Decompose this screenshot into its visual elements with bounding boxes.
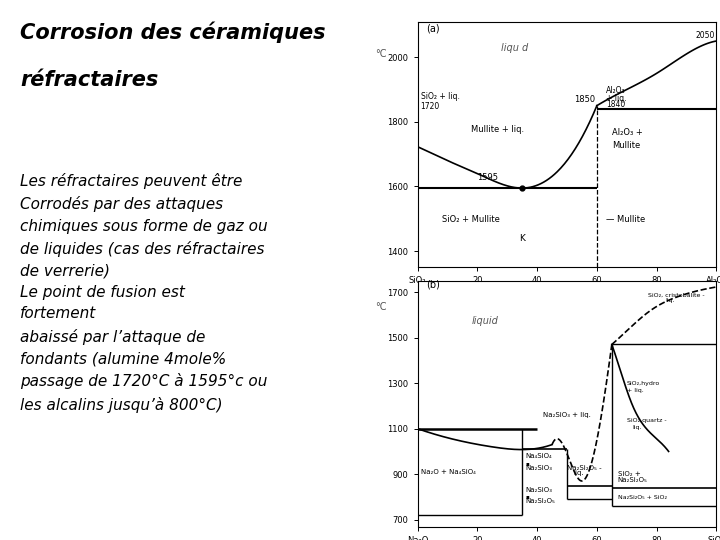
Text: 2050: 2050 bbox=[696, 31, 715, 40]
Text: réfractaires: réfractaires bbox=[20, 70, 158, 90]
Text: + liq.: + liq. bbox=[606, 94, 626, 103]
Text: 1595: 1595 bbox=[477, 173, 498, 182]
Text: 1850: 1850 bbox=[575, 96, 595, 104]
Text: — Mullite: — Mullite bbox=[606, 215, 645, 224]
Text: Al₂O₃: Al₂O₃ bbox=[606, 86, 626, 94]
Text: Na₂SiO₃: Na₂SiO₃ bbox=[525, 488, 552, 494]
Text: Na₂Si₂O₅ + SiO₂: Na₂Si₂O₅ + SiO₂ bbox=[618, 495, 667, 500]
Text: SiO₂, cristobalite -: SiO₂, cristobalite - bbox=[648, 293, 704, 298]
Text: Na₂Si₂O₅: Na₂Si₂O₅ bbox=[618, 477, 648, 483]
Text: Corrosion des céramiques: Corrosion des céramiques bbox=[20, 22, 325, 43]
Text: liqu d: liqu d bbox=[501, 43, 528, 53]
Text: Na₂Si₂O₅: Na₂Si₂O₅ bbox=[525, 498, 555, 504]
Text: 1840: 1840 bbox=[606, 100, 625, 109]
Text: °C: °C bbox=[375, 49, 387, 59]
Text: SiO₂ + Mullite: SiO₂ + Mullite bbox=[441, 215, 500, 224]
Text: ▪: ▪ bbox=[525, 461, 529, 466]
X-axis label: MOL  %: MOL % bbox=[551, 288, 583, 297]
Text: SiO₂,quartz -: SiO₂,quartz - bbox=[627, 418, 667, 423]
Text: Na₂SiO₃: Na₂SiO₃ bbox=[525, 464, 552, 471]
Text: °C: °C bbox=[375, 302, 387, 313]
Text: Na₂Si₂O₅ -: Na₂Si₂O₅ - bbox=[567, 464, 602, 471]
Text: liq.: liq. bbox=[573, 470, 584, 476]
Text: SiO₂ + liq.: SiO₂ + liq. bbox=[420, 92, 459, 101]
Text: K: K bbox=[519, 234, 525, 244]
Text: Mullite: Mullite bbox=[612, 141, 640, 150]
Text: Na₂SiO₃ + liq.: Na₂SiO₃ + liq. bbox=[543, 413, 591, 418]
Text: Na₂O + Na₄SiO₄: Na₂O + Na₄SiO₄ bbox=[420, 469, 475, 475]
Text: ▪: ▪ bbox=[525, 494, 529, 499]
Text: + liq.: + liq. bbox=[627, 388, 644, 393]
Text: liquid: liquid bbox=[472, 316, 498, 326]
Text: Les réfractaires peuvent être
Corrodés par des attaques
chimiques sous forme de : Les réfractaires peuvent être Corrodés p… bbox=[20, 173, 268, 413]
Text: liq.: liq. bbox=[665, 299, 675, 303]
Text: (b): (b) bbox=[426, 280, 441, 289]
Text: SiO₂ +: SiO₂ + bbox=[618, 471, 641, 477]
Text: Al₂O₃ +: Al₂O₃ + bbox=[612, 128, 642, 137]
Text: Mullite + liq.: Mullite + liq. bbox=[472, 125, 524, 133]
Text: 1720: 1720 bbox=[420, 102, 440, 111]
Text: Na₄SiO₄: Na₄SiO₄ bbox=[525, 453, 552, 459]
Text: SiO₂,hydro: SiO₂,hydro bbox=[627, 381, 660, 387]
Text: liq.: liq. bbox=[633, 424, 642, 430]
Text: (a): (a) bbox=[426, 23, 440, 33]
